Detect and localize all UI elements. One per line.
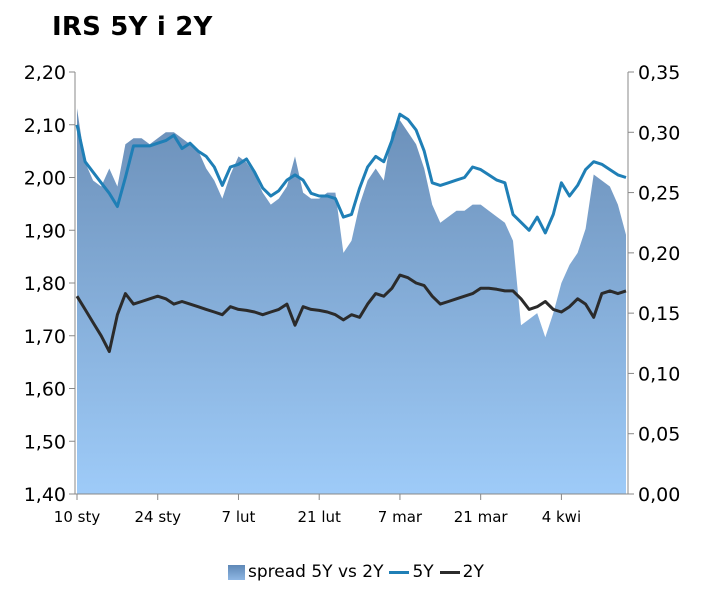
y-left-tick-label: 1,90 [24,220,66,242]
y-left-tick-label: 2,00 [24,168,66,190]
y-right-tick-label: 0,10 [638,363,680,385]
legend-swatch-2y [439,570,460,574]
series-line-5y [75,112,627,235]
y-left-tick-label: 1,60 [24,379,66,401]
x-tick-label: 4 kwi [542,508,581,526]
y-left-tick-label: 1,70 [24,326,66,348]
y-right-tick-label: 0,30 [638,122,680,144]
y-right-tick-label: 0,00 [638,484,680,506]
chart-title: IRS 5Y i 2Y [52,12,213,42]
y-right-tick-label: 0,35 [638,62,680,84]
legend-swatch-spread [228,564,245,580]
y-right-tick-label: 0,25 [638,183,680,205]
y-left-tick-label: 2,20 [24,62,66,84]
x-tick-label: 24 sty [135,508,182,526]
legend-label-spread: spread 5Y vs 2Y [248,562,384,582]
legend-label-2y: 2Y [462,562,484,582]
y-left-tick-label: 1,40 [24,484,66,506]
x-tick-label: 7 lut [222,508,256,526]
legend: spread 5Y vs 2Y 5Y 2Y [228,562,490,582]
y-left-tick-label: 1,50 [24,431,66,453]
legend-item-5y: 5Y [389,562,434,582]
x-tick-label: 21 lut [297,508,341,526]
x-tick-label: 21 mar [454,508,509,526]
x-tick-label: 10 sty [54,508,101,526]
legend-label-5y: 5Y [412,562,434,582]
y-left-tick-label: 1,80 [24,273,66,295]
legend-swatch-5y [389,570,410,574]
series-line-2y [75,273,627,354]
legend-item-spread: spread 5Y vs 2Y [228,562,383,582]
y-right-tick-label: 0,05 [638,424,680,446]
series-spread-area [77,108,626,494]
x-tick-label: 7 mar [378,508,423,526]
y-left-tick-label: 2,10 [24,115,66,137]
y-right-tick-label: 0,15 [638,303,680,325]
y-right-tick-label: 0,20 [638,243,680,265]
legend-item-2y: 2Y [439,562,484,582]
